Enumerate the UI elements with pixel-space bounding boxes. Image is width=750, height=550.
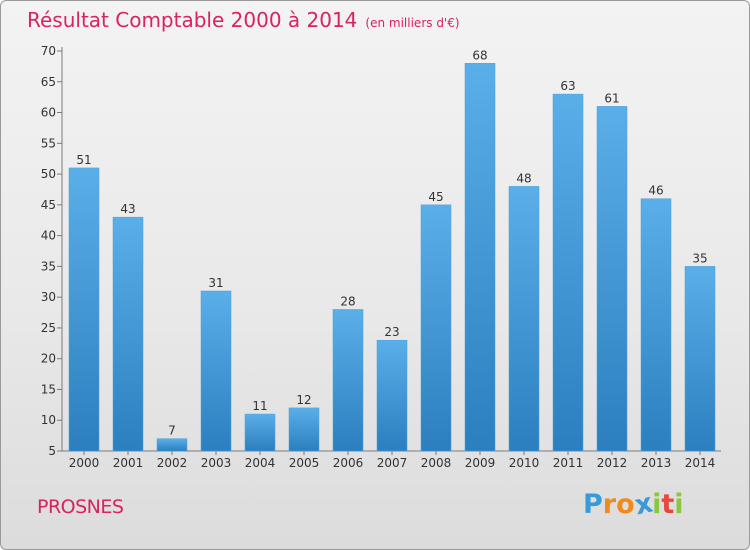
y-tick-label: 70: [41, 44, 56, 58]
bar-2012: [596, 106, 628, 452]
y-tick-label: 55: [41, 136, 56, 150]
bar-2002: [156, 438, 188, 452]
data-label-2005: 12: [296, 393, 311, 407]
data-label-2001: 43: [120, 202, 135, 216]
y-tick-label: 35: [41, 259, 56, 273]
data-label-2007: 23: [384, 325, 399, 339]
y-tick-label: 10: [41, 413, 56, 427]
bar-2014: [684, 266, 716, 452]
data-label-2004: 11: [252, 399, 267, 413]
x-tick-label-2014: 2014: [685, 456, 716, 470]
data-label-2002: 7: [168, 424, 176, 438]
data-label-2010: 48: [516, 171, 531, 185]
y-tick-label: 25: [41, 321, 56, 335]
x-tick-label-2006: 2006: [333, 456, 364, 470]
data-label-2000: 51: [76, 153, 91, 167]
x-tick-label-2003: 2003: [201, 456, 232, 470]
bar-2003: [200, 290, 232, 452]
data-label-2008: 45: [428, 190, 443, 204]
bar-2008: [420, 204, 452, 452]
chart-title: Résultat Comptable 2000 à 2014 (en millie…: [27, 8, 460, 32]
logo-letter: i: [652, 489, 662, 520]
logo-letter: P: [583, 489, 603, 520]
bar-2005: [288, 407, 320, 452]
data-label-2014: 35: [692, 251, 707, 265]
x-tick-label-2007: 2007: [377, 456, 408, 470]
x-tick-label-2011: 2011: [553, 456, 584, 470]
data-label-2013: 46: [648, 184, 663, 198]
data-label-2009: 68: [472, 48, 487, 62]
data-label-2003: 31: [208, 276, 223, 290]
data-label-2012: 61: [604, 91, 619, 105]
proxiti-logo[interactable]: Proxiti: [583, 488, 684, 522]
y-tick-label: 15: [41, 382, 56, 396]
bar-2009: [464, 63, 496, 452]
bar-2001: [112, 216, 144, 452]
bar-2006: [332, 309, 364, 452]
data-label-2006: 28: [340, 294, 355, 308]
axes: 5 10 15 20 25 30 35 40 45 50 55 60 65 70 2000 2001 2002 2…: [41, 44, 721, 470]
bar-2013: [640, 198, 672, 452]
logo-letter: r: [602, 489, 617, 520]
logo-letter: t: [661, 489, 675, 520]
x-tick-label-2010: 2010: [509, 456, 540, 470]
x-tick-label-2005: 2005: [289, 456, 320, 470]
bar-2007: [376, 339, 408, 452]
y-tick-label: 20: [41, 352, 56, 366]
bar-2004: [244, 413, 276, 452]
x-tick-label-2001: 2001: [113, 456, 144, 470]
x-tick-label-2012: 2012: [597, 456, 628, 470]
logo-letter: i: [674, 489, 684, 520]
x-tick-label-2002: 2002: [157, 456, 188, 470]
chart-subtitle: (en milliers d'€): [365, 16, 460, 30]
x-tick-label-2000: 2000: [69, 456, 100, 470]
bar-2011: [552, 93, 584, 452]
y-tick-label: 5: [48, 444, 56, 458]
x-tick-label-2013: 2013: [641, 456, 672, 470]
y-tick-label: 30: [41, 290, 56, 304]
commune-name: PROSNES: [37, 496, 124, 518]
bar-2010: [508, 186, 540, 452]
chart-title-main: Résultat Comptable 2000 à 2014: [27, 8, 358, 32]
x-tick-label-2008: 2008: [421, 456, 452, 470]
y-tick-label: 50: [41, 167, 56, 181]
y-tick-label: 45: [41, 198, 56, 212]
y-tick-label: 60: [41, 106, 56, 120]
data-label-2011: 63: [560, 79, 575, 93]
bar-2000: [68, 167, 100, 452]
x-tick-label-2009: 2009: [465, 456, 496, 470]
data-labels: 51 43 7 31 11 12 28 23 45 68 48 63 61 46 35: [76, 48, 707, 437]
x-tick-label-2004: 2004: [245, 456, 276, 470]
y-tick-label: 65: [41, 75, 56, 89]
y-tick-label: 40: [41, 229, 56, 243]
bars: [68, 63, 716, 452]
logo-letter: o: [616, 489, 635, 520]
